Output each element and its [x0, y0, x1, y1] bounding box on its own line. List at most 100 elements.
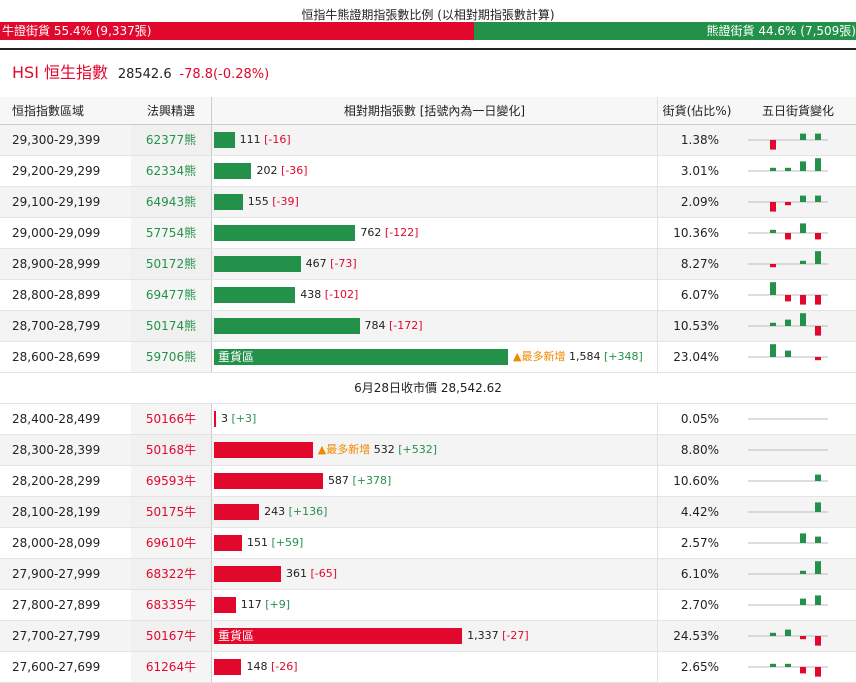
bull-ratio-segment: 牛證街貨 55.4% (9,337張)	[0, 22, 475, 40]
share-pct: 2.57%	[680, 536, 719, 550]
contracts-change: [-16]	[264, 133, 291, 146]
share-pct: 6.07%	[680, 288, 719, 302]
five-day-spark	[746, 559, 830, 589]
warrant-code-link[interactable]: 59706熊	[131, 342, 211, 372]
contracts-value: 155	[247, 195, 269, 208]
warrant-code-link[interactable]: 61264牛	[131, 652, 211, 682]
contracts-cell: 117 [+9]	[211, 590, 658, 620]
table-row: 27,900-27,999 68322牛 361 [-65] 6.10%	[0, 559, 856, 590]
heavy-zone-label: 重貨區	[218, 629, 255, 643]
warrant-code-link[interactable]: 50167牛	[131, 621, 211, 651]
table-row: 28,000-28,099 69610牛 151 [+59] 2.57%	[0, 528, 856, 559]
share-pct: 23.04%	[673, 350, 719, 364]
contracts-value: 532	[373, 443, 395, 456]
contracts-label: 587 [+378]	[328, 466, 391, 496]
spark-chart	[748, 595, 828, 606]
spark-bar	[815, 636, 821, 646]
spark-chart	[748, 418, 828, 420]
contracts-change: [+532]	[398, 443, 437, 456]
share-pct: 2.65%	[680, 660, 719, 674]
spark-chart	[748, 344, 828, 361]
five-day-spark	[746, 125, 830, 155]
warrant-code-link[interactable]: 62334熊	[131, 156, 211, 186]
contracts-value: 117	[240, 598, 262, 611]
warrant-code-link[interactable]: 50172熊	[131, 249, 211, 279]
spark-bar	[770, 663, 776, 667]
warrant-code-link[interactable]: 68322牛	[131, 559, 211, 589]
range-cell: 27,800-27,899	[12, 598, 101, 612]
warrant-code-link[interactable]: 50168牛	[131, 435, 211, 465]
spark-bar	[800, 570, 806, 574]
contracts-bar	[214, 473, 323, 489]
table-row: 28,600-28,699 59706熊 重貨區 ▲最多新增 1,584 [+348]…	[0, 342, 856, 373]
contracts-bar	[214, 504, 260, 520]
warrant-code-link[interactable]: 69477熊	[131, 280, 211, 310]
range-cell: 28,900-28,999	[12, 257, 101, 271]
spark-chart	[748, 629, 828, 646]
share-pct: 24.53%	[673, 629, 719, 643]
spark-bar	[815, 667, 821, 677]
contracts-value: 467	[305, 257, 327, 270]
table-row: 27,700-27,799 50167牛 重貨區 1,337 [-27] 24.53%	[0, 621, 856, 652]
share-pct: 10.36%	[673, 226, 719, 240]
spark-bar	[815, 474, 821, 481]
warrant-code-link[interactable]: 64943熊	[131, 187, 211, 217]
index-header: HSI 恒生指數 28542.6 -78.8(-0.28%)	[12, 62, 269, 84]
spark-chart	[748, 502, 828, 513]
contracts-cell: 762 [-122]	[211, 218, 658, 248]
range-cell: 28,600-28,699	[12, 350, 101, 364]
bear-rows: 29,300-29,399 62377熊 111 [-16] 1.38% 29,200-…	[0, 125, 856, 373]
warrant-code-link[interactable]: 69610牛	[131, 528, 211, 558]
spark-bar	[800, 223, 806, 233]
contracts-bar	[214, 132, 235, 148]
range-cell: 28,300-28,399	[12, 443, 101, 457]
contracts-change: [+348]	[603, 350, 643, 363]
warrant-code-link[interactable]: 57754熊	[131, 218, 211, 248]
spark-bar	[800, 133, 806, 140]
spark-bar	[815, 233, 821, 240]
contracts-change: [-102]	[324, 288, 359, 301]
spark-bar	[770, 264, 776, 268]
contracts-cell: 243 [+136]	[211, 497, 658, 527]
contracts-bar	[214, 597, 236, 613]
five-day-spark	[746, 156, 830, 186]
table-header: 恒指指數區域 法興精選 相對期指張數 [括號內為一日變化] 街貨(佔比%) 五日…	[0, 97, 856, 125]
header-range: 恒指指數區域	[12, 104, 85, 118]
warrant-code-link[interactable]: 69593牛	[131, 466, 211, 496]
range-cell: 29,300-29,399	[12, 133, 101, 147]
spark-bar	[770, 140, 776, 150]
warrant-code-link[interactable]: 62377熊	[131, 125, 211, 155]
contracts-cell: 3 [+3]	[211, 404, 658, 434]
spark-bar	[785, 629, 791, 636]
spark-bar	[770, 344, 776, 357]
close-price-row: 6月28日收市價 28,542.62	[0, 373, 856, 404]
five-day-spark	[746, 652, 830, 682]
spark-bar	[800, 295, 806, 305]
contracts-bar	[214, 442, 313, 458]
warrant-code-link[interactable]: 50175牛	[131, 497, 211, 527]
contracts-change: [-172]	[389, 319, 423, 332]
contracts-cell: 148 [-26]	[211, 652, 658, 682]
five-day-spark	[746, 342, 830, 372]
contracts-label: 1,337 [-27]	[467, 621, 529, 651]
warrant-code-link[interactable]: 50166牛	[131, 404, 211, 434]
contracts-cell: 151 [+59]	[211, 528, 658, 558]
most-new-tag: ▲最多新增	[317, 443, 371, 456]
contracts-label: 202 [-36]	[256, 156, 307, 186]
range-cell: 29,000-29,099	[12, 226, 101, 240]
spark-bar	[785, 350, 791, 357]
spark-bar	[800, 313, 806, 326]
spark-bar	[815, 561, 821, 574]
contracts-label: 438 [-102]	[300, 280, 358, 310]
warrant-code-link[interactable]: 50174熊	[131, 311, 211, 341]
heavy-zone-label: 重貨區	[218, 350, 255, 364]
table-row: 28,200-28,299 69593牛 587 [+378] 10.60%	[0, 466, 856, 497]
share-pct: 8.27%	[680, 257, 719, 271]
table-row: 28,300-28,399 50168牛 ▲最多新增 532 [+532] 8.80%	[0, 435, 856, 466]
spark-bar	[785, 295, 791, 302]
warrant-code-link[interactable]: 68335牛	[131, 590, 211, 620]
contracts-cell: 重貨區 1,337 [-27]	[211, 621, 658, 651]
contracts-change: [-39]	[272, 195, 299, 208]
contracts-label: ▲最多新增 1,584 [+348]	[513, 342, 643, 372]
spark-bar	[770, 229, 776, 233]
